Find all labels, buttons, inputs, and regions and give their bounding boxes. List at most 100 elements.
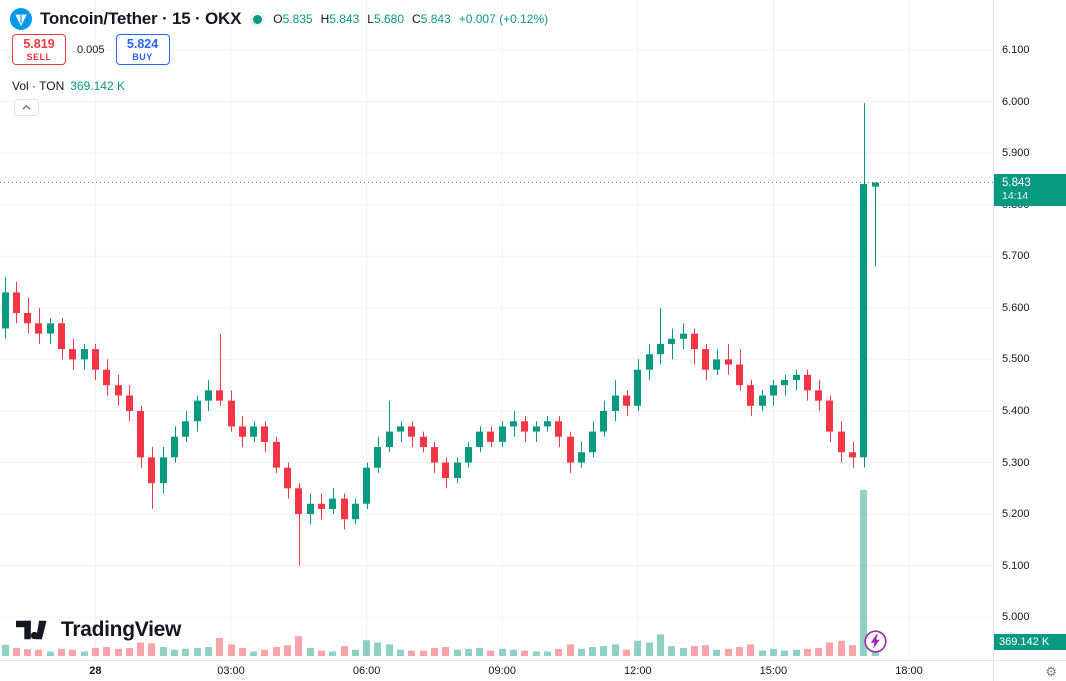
- candle-body: [92, 349, 99, 370]
- buy-button[interactable]: 5.824 BUY: [115, 34, 170, 65]
- volume-bar: [544, 651, 551, 656]
- candle-body: [47, 323, 54, 334]
- volume-bar: [92, 647, 99, 656]
- candle-body: [295, 488, 302, 515]
- volume-bar: [600, 646, 607, 656]
- series-marker-dot[interactable]: [249, 11, 266, 27]
- volume-bar: [646, 642, 653, 656]
- candle-body: [612, 395, 619, 411]
- time-tick-label: 03:00: [217, 665, 245, 677]
- volume-bar: [261, 649, 268, 656]
- candle-body: [544, 421, 551, 427]
- price-tick-label: 5.100: [1002, 559, 1030, 572]
- candle-body: [2, 292, 9, 329]
- price-tick-label: 5.600: [1002, 301, 1030, 314]
- volume-bar: [759, 650, 766, 656]
- volume-bar: [126, 647, 133, 656]
- price-tick-label: 6.100: [1002, 44, 1030, 57]
- candle-body: [284, 467, 291, 489]
- series-color-dot: [252, 14, 262, 24]
- ohlc-low-label: L: [367, 12, 374, 26]
- candle-body: [623, 395, 630, 406]
- volume-bar: [725, 648, 732, 656]
- volume-bar: [668, 646, 675, 656]
- ohlc-low-value: 5.680: [373, 12, 405, 26]
- price-tick-label: 5.500: [1002, 353, 1030, 366]
- volume-bar: [386, 644, 393, 656]
- volume-bar: [58, 648, 65, 656]
- chart-pane[interactable]: Toncoin/Tether · 15 · OKX O5.835 H5.843 …: [0, 0, 993, 660]
- time-tick-label: 09:00: [488, 665, 516, 677]
- volume-bar: [713, 649, 720, 656]
- tradingview-logo[interactable]: TradingView: [16, 617, 181, 643]
- volume-bar: [363, 640, 370, 656]
- collapse-legend-button[interactable]: [14, 99, 39, 116]
- candle-body: [318, 503, 325, 509]
- candle-body: [770, 385, 777, 396]
- ohlc-open-value: 5.835: [282, 12, 313, 26]
- volume-bar: [228, 644, 235, 656]
- toncoin-icon: [10, 8, 32, 30]
- chevron-up-icon: [22, 105, 31, 110]
- volume-bar: [273, 647, 280, 656]
- volume-bar: [352, 649, 359, 656]
- price-tick-label: 5.400: [1002, 404, 1030, 417]
- candle-body: [160, 457, 167, 484]
- time-axis[interactable]: 28 03:00 06:00 09:00 12:00 15:00 18:00: [0, 660, 993, 681]
- candle-body: [702, 349, 709, 370]
- candle-body: [228, 400, 235, 427]
- candle-body: [634, 369, 641, 406]
- candle-body: [273, 441, 280, 468]
- candle-body: [13, 292, 20, 313]
- candle-body: [103, 369, 110, 386]
- volume-bar: [194, 647, 201, 656]
- volume-bar: [341, 646, 348, 656]
- candle-body: [567, 436, 574, 463]
- price-axis[interactable]: 5.843 14:14 369.142 K 6.100 6.000 5.900 5.8…: [993, 0, 1066, 660]
- candle-body: [454, 462, 461, 478]
- current-price-label[interactable]: 5.843 14:14: [994, 173, 1066, 207]
- candle-body: [680, 333, 687, 339]
- candle-body: [657, 343, 664, 355]
- volume-bar: [702, 645, 709, 656]
- ohlc-change: +0.007 (+0.12%): [458, 12, 549, 26]
- ohlc-values: O5.835 H5.843 L5.680 C5.843: [273, 12, 451, 26]
- volume-bar: [420, 650, 427, 656]
- volume-bar: [804, 648, 811, 656]
- volume-bar: [736, 647, 743, 656]
- volume-bar: [499, 648, 506, 656]
- spread-value: 0.005: [77, 43, 105, 56]
- sell-button[interactable]: 5.819 SELL: [12, 34, 66, 65]
- candle-body: [171, 436, 178, 458]
- volume-bar: [589, 647, 596, 656]
- volume-bar: [826, 642, 833, 656]
- gear-icon[interactable]: ⚙: [1045, 663, 1057, 679]
- volume-bar: [47, 651, 54, 656]
- volume-bar: [148, 643, 155, 656]
- symbol-legend: Toncoin/Tether · 15 · OKX O5.835 H5.843 …: [10, 8, 548, 30]
- volume-bar: [284, 645, 291, 656]
- time-tick-label: 15:00: [759, 665, 788, 677]
- volume-bar: [747, 644, 754, 656]
- candle-body: [725, 359, 732, 365]
- symbol-title[interactable]: Toncoin/Tether · 15 · OKX: [40, 9, 242, 28]
- volume-bar: [680, 647, 687, 656]
- volume-bar: [691, 646, 698, 656]
- ohlc-high-value: 5.843: [329, 12, 360, 26]
- volume-bar: [860, 490, 867, 656]
- chart-plot[interactable]: [0, 0, 993, 660]
- flash-event-icon[interactable]: [864, 630, 887, 653]
- candle-body: [668, 338, 675, 344]
- candle-body: [374, 447, 381, 468]
- candle-body: [578, 452, 585, 463]
- volume-bar: [250, 651, 257, 656]
- candle-body: [431, 447, 438, 463]
- volume-bar: [408, 650, 415, 656]
- axis-corner: ⚙: [993, 660, 1066, 681]
- candle-body: [81, 349, 88, 360]
- candle-body: [307, 503, 314, 515]
- tradingview-logo-text: TradingView: [61, 618, 182, 641]
- volume-bar: [397, 649, 404, 656]
- candle-body: [58, 323, 65, 350]
- volume-legend: Vol · TON 369.142 K: [12, 79, 125, 93]
